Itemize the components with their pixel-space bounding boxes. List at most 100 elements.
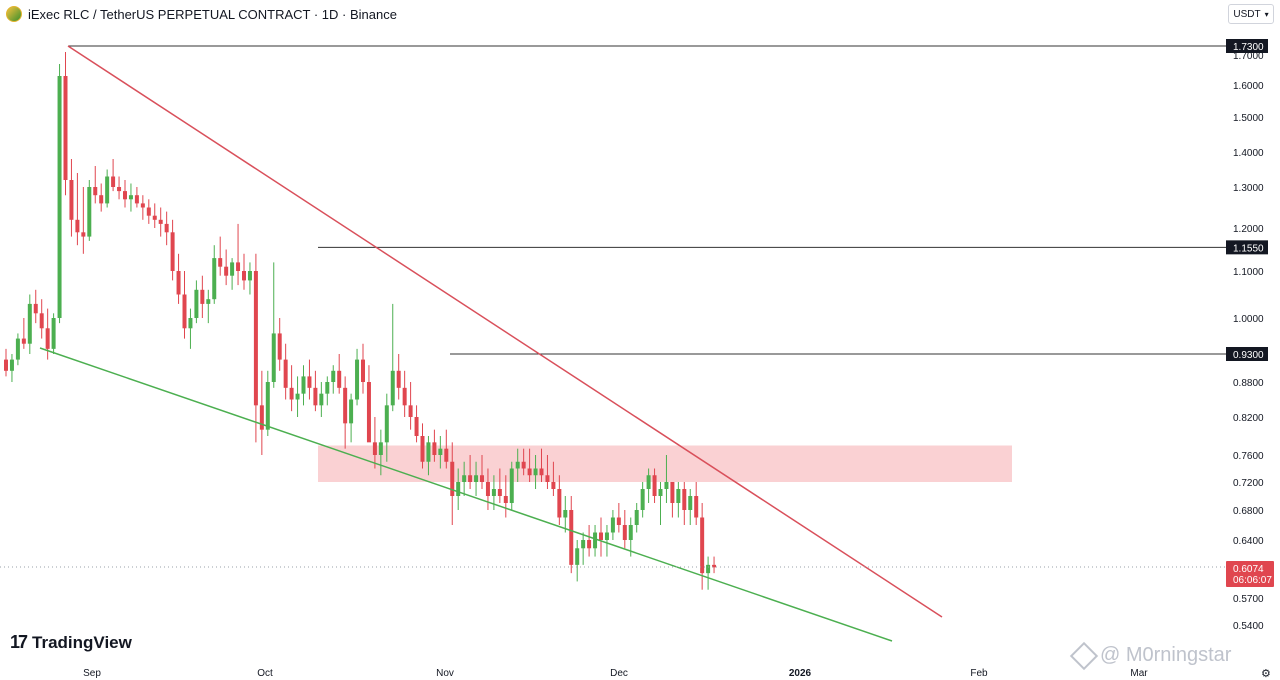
candle <box>485 468 490 510</box>
y-tick-label: 0.5700 <box>1233 594 1264 605</box>
candle <box>515 448 520 482</box>
candle <box>545 455 550 489</box>
candle <box>640 482 645 518</box>
candle <box>188 308 193 349</box>
candle <box>480 455 484 489</box>
current-price-label: 0.6074 <box>1233 564 1264 575</box>
candle <box>444 429 449 469</box>
candle <box>390 303 395 412</box>
candle <box>4 348 8 377</box>
candle <box>69 159 74 237</box>
diamond-icon <box>1069 641 1099 670</box>
candle <box>325 376 330 406</box>
candle <box>230 258 235 290</box>
tradingview-logo-mark: 17 <box>10 632 28 652</box>
y-tick-label: 1.6000 <box>1233 81 1264 92</box>
candle <box>682 482 687 525</box>
candle <box>128 183 133 212</box>
candle <box>224 249 229 286</box>
candle <box>616 503 621 533</box>
currency-selector[interactable]: USDT ▾ <box>1228 4 1274 24</box>
resistance-trendline <box>67 45 943 618</box>
candle <box>610 510 615 540</box>
candle <box>503 475 508 518</box>
y-tick-label: 0.7600 <box>1233 451 1264 462</box>
candle <box>569 496 574 574</box>
candle <box>39 299 44 339</box>
candle <box>271 262 276 388</box>
candle <box>176 253 181 304</box>
candle <box>146 199 151 224</box>
trendlines <box>39 45 943 642</box>
candle <box>93 166 98 204</box>
candle <box>319 382 324 417</box>
level-price-label: 1.1550 <box>1233 243 1264 254</box>
countdown-label: 06:06:07 <box>1233 575 1272 586</box>
candle <box>158 207 163 237</box>
candle <box>247 262 252 295</box>
support-trendline <box>39 347 893 642</box>
horizontal-levels <box>68 45 1226 355</box>
candle <box>646 468 651 503</box>
candle <box>277 318 282 371</box>
watermark: @ M0rningstar <box>1069 641 1232 670</box>
candle <box>414 405 419 443</box>
candle <box>593 525 598 557</box>
candle <box>111 159 116 192</box>
candle <box>396 354 401 400</box>
chart-title-bar: iExec RLC / TetherUS PERPETUAL CONTRACT … <box>6 6 397 22</box>
candle <box>634 503 639 533</box>
candle <box>599 517 603 557</box>
y-tick-label: 0.5400 <box>1233 621 1264 632</box>
candle <box>331 365 336 394</box>
candle <box>575 540 580 582</box>
candle <box>539 448 544 482</box>
candle <box>658 482 663 525</box>
coin-logo-icon <box>6 6 22 22</box>
y-tick-label: 1.3000 <box>1233 183 1264 194</box>
candle <box>236 223 241 286</box>
candle <box>265 370 270 436</box>
candle <box>384 393 389 462</box>
y-tick-label: 1.4000 <box>1233 148 1264 159</box>
x-tick-label: Nov <box>436 668 454 679</box>
candle <box>587 525 592 557</box>
price-axis[interactable]: 1.7000 1.6000 1.5000 1.4000 1.3000 1.2000 1.10… <box>1226 39 1274 632</box>
candle <box>63 52 68 196</box>
level-price-badge <box>1226 240 1268 255</box>
candle <box>355 348 360 406</box>
candle <box>218 236 223 276</box>
candle <box>9 354 14 382</box>
candle <box>15 333 20 366</box>
candle <box>622 510 627 549</box>
candle <box>652 468 657 503</box>
candle <box>194 280 199 324</box>
x-tick-label: Oct <box>257 668 273 679</box>
candle <box>521 448 526 476</box>
watermark-text: @ M0rningstar <box>1100 644 1232 666</box>
candle <box>289 365 294 412</box>
candle <box>349 393 354 443</box>
candle <box>408 382 413 430</box>
x-tick-label: Dec <box>610 668 628 679</box>
candle <box>456 468 461 510</box>
time-axis[interactable]: Sep Oct Nov Dec 2026 Feb Mar <box>83 668 1148 679</box>
x-tick-label: Mar <box>1130 668 1148 679</box>
candle <box>694 482 699 525</box>
candle <box>81 187 86 254</box>
candle <box>75 173 80 246</box>
gear-icon[interactable]: ⚙ <box>1261 668 1271 680</box>
candle <box>301 365 306 406</box>
candle <box>21 318 26 349</box>
candle <box>212 245 217 304</box>
candle <box>509 461 514 510</box>
tradingview-logo-text: TradingView <box>32 632 132 652</box>
candle <box>51 313 56 354</box>
candle <box>283 343 288 400</box>
candle <box>527 448 532 482</box>
candle <box>206 289 211 324</box>
y-tick-label: 1.5000 <box>1233 113 1264 124</box>
tradingview-logo[interactable]: 17 TradingView <box>10 632 132 653</box>
candle <box>57 64 62 324</box>
